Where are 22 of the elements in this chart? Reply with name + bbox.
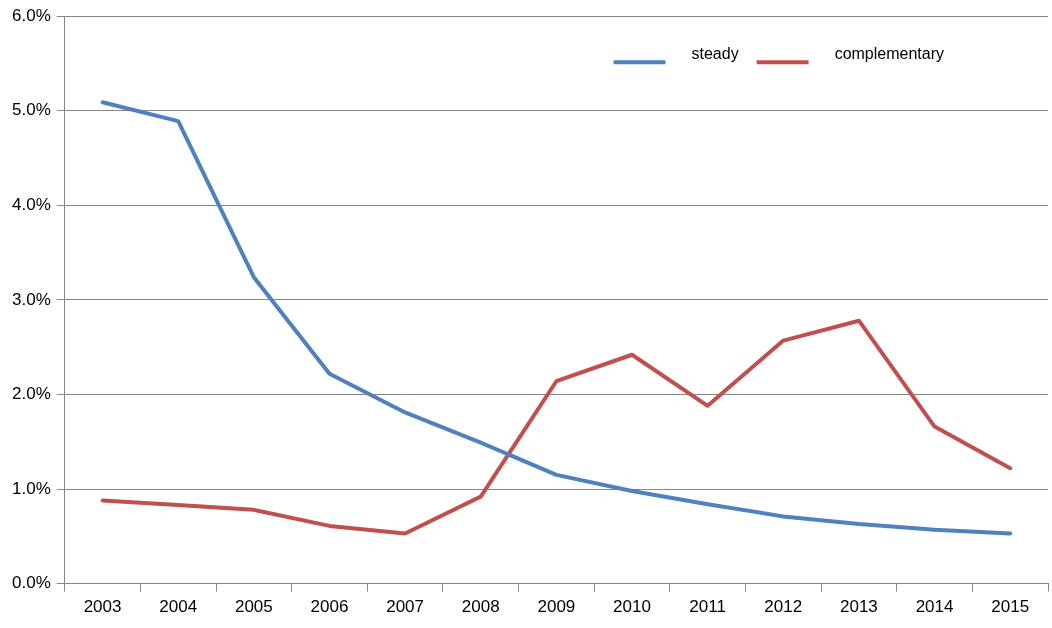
x-tick-label: 2004 xyxy=(159,597,198,617)
x-tick-label: 2008 xyxy=(461,597,500,617)
legend-label: complementary xyxy=(834,44,944,62)
x-tick-label: 2014 xyxy=(915,597,954,617)
x-tick-label: 2003 xyxy=(83,597,122,617)
x-tick-label: 2007 xyxy=(386,597,425,617)
y-tick-label: 0.0% xyxy=(12,573,51,593)
x-tick-label: 2011 xyxy=(689,597,726,617)
x-tick-label: 2012 xyxy=(764,597,803,617)
y-tick-label: 5.0% xyxy=(12,100,51,120)
x-tick-label: 2005 xyxy=(234,597,273,617)
y-tick-label: 3.0% xyxy=(12,289,51,309)
y-tick-label: 6.0% xyxy=(12,5,51,25)
x-tick-label: 2010 xyxy=(613,597,651,617)
x-tick-label: 2009 xyxy=(537,597,576,617)
y-tick-label: 1.0% xyxy=(12,478,51,498)
x-tick-label: 2015 xyxy=(991,597,1030,617)
y-tick-label: 2.0% xyxy=(12,384,51,404)
y-tick-label: 4.0% xyxy=(12,195,51,215)
legend-label: steady xyxy=(691,44,739,62)
x-tick-label: 2013 xyxy=(840,597,878,617)
x-tick-label: 2006 xyxy=(310,597,349,617)
